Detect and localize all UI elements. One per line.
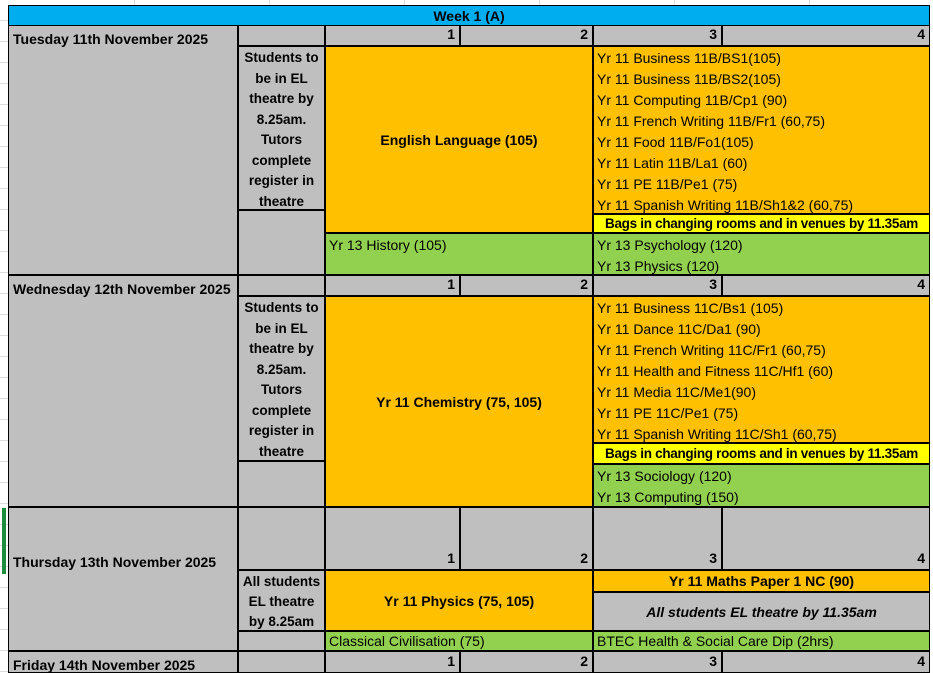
- yr13-exam-item: Yr 13 Physics (120): [597, 258, 720, 274]
- note-line: Students to: [244, 300, 319, 315]
- note-line: be in EL: [255, 320, 308, 336]
- subject-list-item: Yr 11 Health and Fitness 11C/Hf1 (60): [597, 363, 834, 379]
- subject-list-tuesday[interactable]: Yr 11 Business 11B/BS1(105) Yr 11 Busine…: [593, 46, 930, 214]
- subject-list-item: Yr 11 PE 11B/Pe1 (75): [597, 176, 738, 192]
- note-header-cell-tuesday[interactable]: [238, 25, 325, 46]
- note-empty-cell-wednesday[interactable]: [238, 461, 325, 507]
- note-line: register in: [248, 173, 315, 188]
- note-header-cell-thursday[interactable]: [238, 507, 325, 570]
- period-header-tue-1[interactable]: 1: [325, 25, 460, 46]
- note-line: 8.25am.: [256, 111, 307, 127]
- note-line: 8.25am.: [256, 361, 307, 377]
- subject-list-item: Yr 11 Computing 11B/Cp1 (90): [597, 92, 788, 108]
- note-cell-wednesday[interactable]: Students to be in EL theatre by 8.25am. …: [238, 296, 325, 461]
- note-line: All students: [242, 574, 321, 589]
- note-empty-cell-thursday[interactable]: [238, 631, 325, 651]
- period-header-thu-1[interactable]: 1: [325, 507, 460, 570]
- period-header-wed-1[interactable]: 1: [325, 275, 460, 296]
- date-cell-tuesday[interactable]: Tuesday 11th November 2025: [8, 25, 238, 275]
- bags-notice-wednesday[interactable]: Bags in changing rooms and in venues by …: [593, 443, 930, 464]
- yr13-exams-tuesday[interactable]: Yr 13 Psychology (120) Yr 13 Physics (12…: [593, 233, 930, 275]
- week-title[interactable]: Week 1 (A): [8, 5, 930, 26]
- note-line: Students to: [244, 50, 319, 65]
- yr13-exam-item: Yr 13 Computing (150): [597, 489, 739, 505]
- subject-list-item: Yr 11 French Writing 11C/Fr1 (60,75): [597, 342, 826, 358]
- period-header-fri-2[interactable]: 2: [460, 651, 593, 673]
- exam-yr11-chemistry[interactable]: Yr 11 Chemistry (75, 105): [325, 296, 593, 507]
- subject-list-item: Yr 11 Latin 11B/La1 (60): [597, 155, 748, 171]
- period-header-wed-4[interactable]: 4: [722, 275, 930, 296]
- note-line: EL theatre: [248, 594, 315, 609]
- period-header-tue-3[interactable]: 3: [593, 25, 722, 46]
- note-line: complete: [251, 152, 312, 168]
- date-cell-wednesday[interactable]: Wednesday 12th November 2025: [8, 275, 238, 507]
- yr13-exam-item: Yr 13 Psychology (120): [597, 237, 743, 253]
- note-line: Tutors: [261, 132, 302, 147]
- period-header-tue-4[interactable]: 4: [722, 25, 930, 46]
- subject-list-item: Yr 11 French Writing 11B/Fr1 (60,75): [597, 113, 825, 129]
- period-header-fri-1[interactable]: 1: [325, 651, 460, 673]
- period-header-thu-3[interactable]: 3: [593, 507, 722, 570]
- yr13-exam-item: Yr 13 Sociology (120): [597, 468, 732, 484]
- period-header-thu-4[interactable]: 4: [722, 507, 930, 570]
- subject-list-item: Yr 11 Media 11C/Me1(90): [597, 384, 756, 400]
- date-cell-thursday[interactable]: Thursday 13th November 2025: [8, 507, 238, 651]
- note-line: Tutors: [261, 382, 302, 397]
- subject-list-item: Yr 11 Business 11B/BS2(105): [597, 71, 781, 87]
- period-header-fri-4[interactable]: 4: [722, 651, 930, 673]
- period-header-wed-2[interactable]: 2: [460, 275, 593, 296]
- note-line: theatre: [258, 443, 304, 459]
- exam-yr11-maths-paper1[interactable]: Yr 11 Maths Paper 1 NC (90): [593, 570, 930, 592]
- exam-yr13-history[interactable]: Yr 13 History (105): [325, 233, 593, 275]
- exam-english-language[interactable]: English Language (105): [325, 46, 593, 233]
- bags-notice-tuesday[interactable]: Bags in changing rooms and in venues by …: [593, 214, 930, 233]
- date-cell-friday[interactable]: Friday 14th November 2025: [8, 651, 238, 673]
- subject-list-wednesday[interactable]: Yr 11 Business 11C/Bs1 (105) Yr 11 Dance…: [593, 296, 930, 443]
- period-header-fri-3[interactable]: 3: [593, 651, 722, 673]
- spreadsheet-left-gutter: [0, 0, 8, 673]
- exam-classical-civilisation[interactable]: Classical Civilisation (75): [325, 631, 593, 651]
- theatre-notice-thursday[interactable]: All students EL theatre by 11.35am: [593, 592, 930, 631]
- note-line: theatre by: [249, 91, 314, 106]
- note-line: register in: [248, 423, 315, 438]
- selection-marker: [2, 508, 6, 574]
- subject-list-item: Yr 11 Food 11B/Fo1(105): [597, 134, 754, 150]
- exam-yr11-physics[interactable]: Yr 11 Physics (75, 105): [325, 570, 593, 631]
- note-cell-friday[interactable]: [238, 651, 325, 673]
- note-line: theatre by: [249, 341, 314, 356]
- period-header-tue-2[interactable]: 2: [460, 25, 593, 46]
- note-line: theatre: [258, 193, 304, 209]
- note-cell-tuesday[interactable]: Students to be in EL theatre by 8.25am. …: [238, 46, 325, 210]
- note-line: be in EL: [255, 70, 308, 86]
- spreadsheet-top-gutter: [0, 0, 933, 5]
- yr13-exams-wednesday[interactable]: Yr 13 Sociology (120) Yr 13 Computing (1…: [593, 464, 930, 507]
- subject-list-item: Yr 11 Spanish Writing 11C/Sh1 (60,75): [597, 426, 837, 442]
- note-empty-cell-tuesday[interactable]: [238, 210, 325, 275]
- note-cell-thursday[interactable]: All students EL theatre by 8.25am: [238, 570, 325, 631]
- subject-list-item: Yr 11 Spanish Writing 11B/Sh1&2 (60,75): [597, 197, 854, 213]
- note-line: by 8.25am: [248, 614, 315, 629]
- period-header-thu-2[interactable]: 2: [460, 507, 593, 570]
- note-line: complete: [251, 402, 312, 418]
- subject-list-item: Yr 11 Business 11B/BS1(105): [597, 50, 781, 66]
- subject-list-item: Yr 11 Dance 11C/Da1 (90): [597, 321, 761, 337]
- subject-list-item: Yr 11 PE 11C/Pe1 (75): [597, 405, 739, 421]
- period-header-wed-3[interactable]: 3: [593, 275, 722, 296]
- subject-list-item: Yr 11 Business 11C/Bs1 (105): [597, 300, 784, 316]
- note-header-cell-wednesday[interactable]: [238, 275, 325, 296]
- exam-btec-health-social-care[interactable]: BTEC Health & Social Care Dip (2hrs): [593, 631, 930, 651]
